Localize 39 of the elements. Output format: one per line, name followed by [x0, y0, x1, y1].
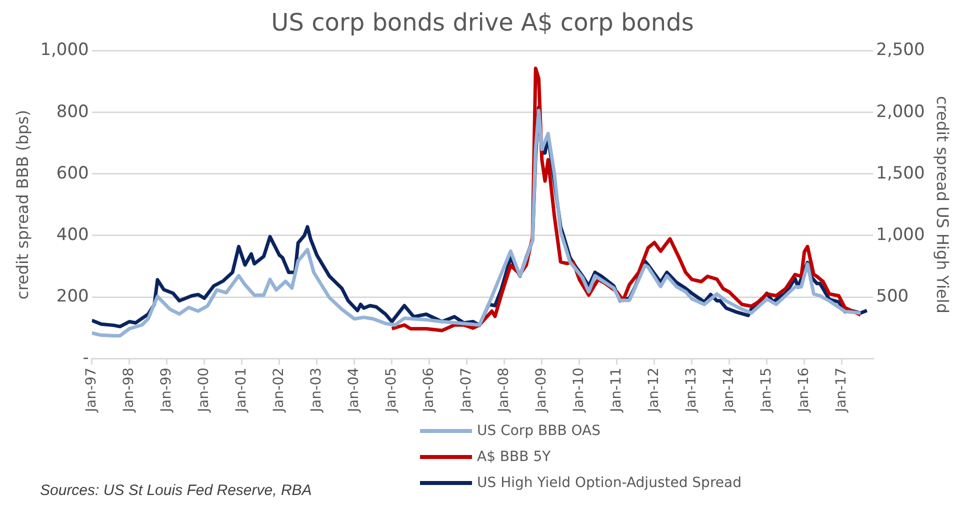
y-tick-label: 800	[56, 102, 89, 122]
y2-tick-label: 1,000	[876, 224, 925, 245]
y-axis-title: credit spread BBB (bps)	[12, 110, 32, 300]
y2-tick-label: 2,500	[876, 40, 925, 60]
y-tick-label: 200	[56, 286, 89, 306]
x-tick-label: Jan-15	[758, 368, 775, 414]
source-note: Sources: US St Louis Fed Reserve, RBA	[40, 482, 312, 499]
x-tick-label: Jan-17	[834, 368, 850, 414]
x-tick-label: Jan-11	[608, 368, 625, 414]
legend-label: US Corp BBB OAS	[477, 423, 601, 439]
x-tick-label: Jan-09	[534, 368, 550, 414]
x-tick-label: Jan-08	[496, 368, 512, 414]
legend-label: A$ BBB 5Y	[477, 449, 551, 465]
x-tick-label: Jan-99	[158, 368, 175, 414]
y-tick-label: -	[82, 348, 89, 368]
x-tick-label: Jan-04	[346, 367, 362, 414]
y2-tick-label: 500	[876, 286, 909, 306]
y-tick-label: 1,000	[40, 40, 89, 60]
y2-axis-title: credit spread US High Yield	[933, 96, 952, 314]
x-tick-label: Jan-13	[684, 368, 700, 414]
x-tick-label: Jan-10	[571, 368, 588, 414]
x-tick-label: Jan-98	[121, 368, 138, 414]
chart-title: US corp bonds drive A$ corp bonds	[271, 8, 694, 37]
y2-tick-label: 1,500	[876, 163, 925, 184]
x-tick-label: Jan-00	[196, 368, 212, 414]
x-tick-label: Jan-16	[796, 367, 812, 414]
y2-tick-label: 2,000	[876, 102, 925, 122]
x-tick-label: Jan-01	[234, 368, 250, 414]
x-tick-label: Jan-05	[384, 368, 400, 414]
x-tick-label: Jan-12	[646, 368, 662, 414]
x-tick-label: Jan-06	[421, 367, 438, 414]
x-tick-label: Jan-14	[721, 367, 738, 414]
x-tick-label: Jan-97	[84, 368, 100, 414]
y-tick-label: 600	[56, 163, 89, 184]
y-tick-label: 400	[56, 224, 89, 245]
x-tick-label: Jan-03	[308, 368, 325, 414]
legend-label: US High Yield Option-Adjusted Spread	[477, 475, 742, 491]
x-tick-label: Jan-02	[271, 368, 288, 414]
x-tick-label: Jan-07	[458, 368, 475, 414]
